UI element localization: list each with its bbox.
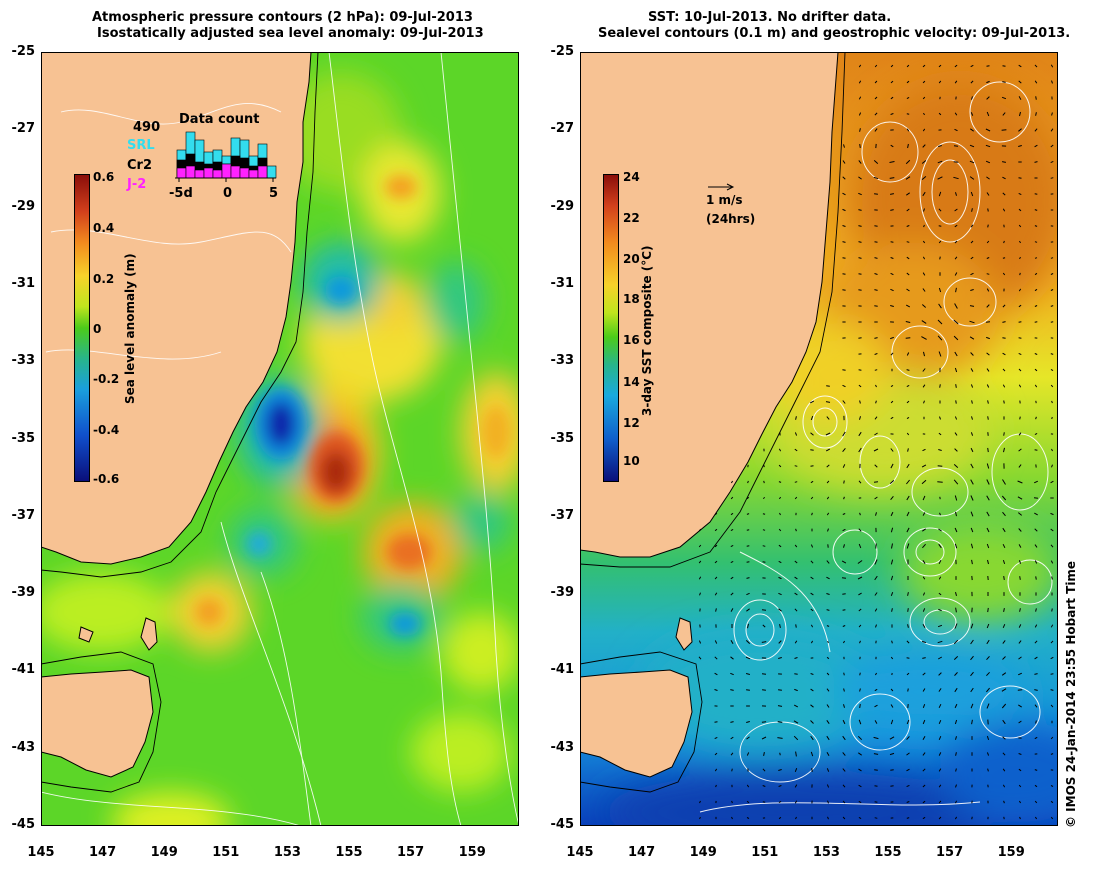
lat-tick-label: -29 [550, 198, 575, 214]
lon-tick-label: 153 [812, 845, 840, 860]
lat-tick-label: -31 [11, 275, 36, 291]
sst-colorbar [603, 174, 619, 482]
lat-tick-label: -41 [550, 662, 575, 678]
lon-tick-label: 157 [397, 845, 425, 860]
data-count-title: Data count [179, 112, 260, 127]
legend-cr2: Cr2 [127, 158, 152, 173]
right-title-line1: SST: 10-Jul-2013. No drifter data. [648, 10, 892, 25]
sla-mainland [40, 51, 312, 565]
lat-tick-label: -25 [11, 44, 36, 59]
lon-tick-label: 157 [936, 845, 964, 860]
sla-cb-tick-4: -0.2 [93, 372, 120, 386]
sla-map: Data count 490 SRL Cr2 J-2 [31, 51, 531, 852]
left-panel-frame [41, 52, 519, 826]
imos-credit: © IMOS 24-Jan-2014 23:55 Hobart Time [1064, 560, 1078, 828]
sla-cb-tick-2: 0.2 [93, 272, 115, 286]
lat-tick-label: -37 [11, 507, 36, 523]
lon-tick-label: 155 [335, 845, 363, 860]
lon-tick-label: 155 [874, 845, 902, 860]
right-panel-frame [580, 52, 1058, 826]
sla-cb-tick-6: -0.6 [93, 472, 120, 486]
lon-tick-label: 147 [89, 845, 117, 860]
lat-tick-label: -45 [11, 817, 36, 832]
lon-tick-label: 149 [150, 845, 178, 860]
sea-level-contours [699, 81, 1053, 813]
sla-cb-tick-3: 0 [93, 322, 102, 336]
data-count-max: 490 [133, 120, 161, 135]
sst-cb-tick-0: 24 [623, 170, 640, 184]
lon-tick-label: 159 [997, 845, 1025, 860]
lat-tick-label: -35 [550, 430, 575, 446]
sla-cb-tick-5: -0.4 [93, 423, 120, 437]
sst-cb-tick-4: 16 [623, 333, 640, 347]
geostrophic-velocity-arrows [698, 64, 1054, 820]
lat-tick-label: -45 [550, 817, 575, 832]
sla-cb-tick-0: 0.6 [93, 170, 115, 184]
lat-tick-label: -37 [550, 507, 575, 523]
sst-cb-tick-1: 22 [623, 211, 640, 225]
lat-tick-label: -39 [11, 585, 36, 601]
lon-tick-label: 151 [212, 845, 240, 860]
lat-tick-label: -41 [11, 662, 36, 678]
lat-tick-label: -27 [11, 121, 36, 137]
inset-xtick-2: 0 [223, 186, 233, 201]
lat-tick-label: -33 [11, 353, 36, 369]
lat-tick-label: -33 [550, 353, 575, 369]
left-title-line1: Atmospheric pressure contours (2 hPa): 0… [92, 10, 473, 25]
lon-tick-label: 145 [27, 845, 55, 860]
lon-tick-label: 147 [628, 845, 656, 860]
velocity-key-label: 1 m/s [706, 193, 743, 207]
lon-tick-label: 149 [689, 845, 717, 860]
lat-tick-label: -31 [550, 275, 575, 291]
left-title-line2: Isostatically adjusted sea level anomaly… [97, 26, 484, 41]
sst-cb-tick-6: 12 [623, 416, 640, 430]
lon-tick-label: 153 [273, 845, 301, 860]
lat-tick-label: -29 [11, 198, 36, 214]
sst-cb-tick-2: 20 [623, 252, 640, 266]
legend-j2: J-2 [127, 177, 147, 192]
data-count-inset: Data count 490 SRL Cr2 J-2 [127, 112, 309, 252]
lat-tick-label: -27 [550, 121, 575, 137]
data-count-bars [175, 131, 277, 182]
sla-cb-tick-1: 0.4 [93, 221, 115, 235]
lon-tick-label: 159 [458, 845, 486, 860]
lat-tick-label: -43 [550, 739, 575, 755]
lat-tick-label: -39 [550, 585, 575, 601]
lat-tick-label: -43 [11, 739, 36, 755]
lat-tick-label: -35 [11, 430, 36, 446]
sla-colorbar [74, 174, 90, 482]
sst-cb-tick-5: 14 [623, 375, 640, 389]
lat-tick-label: -25 [550, 44, 575, 59]
inset-xtick-3: 5 [269, 186, 279, 201]
legend-srl: SRL [127, 138, 155, 153]
sst-cb-tick-7: 10 [623, 454, 640, 468]
sst-tasmania [579, 669, 693, 778]
sla-tasmania [40, 669, 154, 778]
sst-cb-tick-3: 18 [623, 292, 640, 306]
lon-tick-label: 151 [751, 845, 779, 860]
velocity-key-label-2: (24hrs) [706, 212, 756, 226]
lon-tick-label: 145 [566, 845, 594, 860]
sla-map-canvas [31, 51, 531, 852]
right-title-line2: Sealevel contours (0.1 m) and geostrophi… [598, 26, 1071, 41]
inset-xtick-1: -5d [169, 186, 193, 201]
sst-mainland [579, 51, 839, 558]
